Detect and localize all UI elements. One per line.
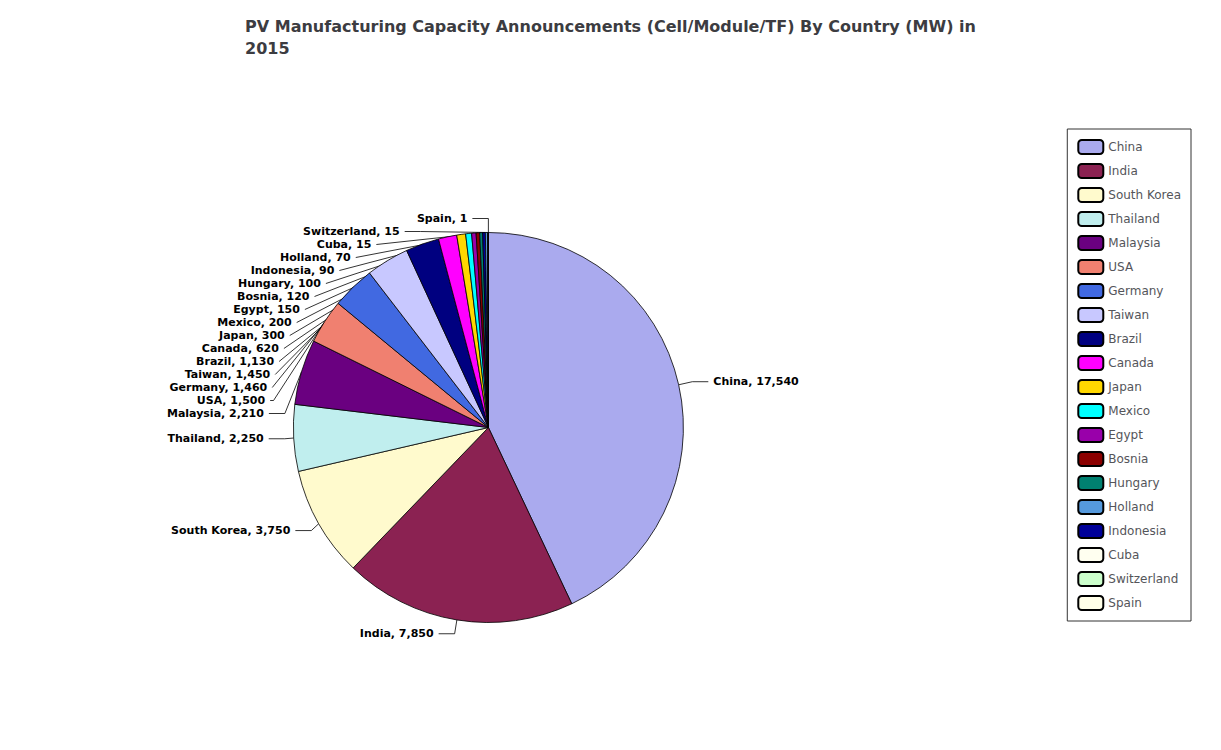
svg-text:PV Manufacturing Capacity Anno: PV Manufacturing Capacity Announcements … bbox=[245, 17, 976, 36]
svg-text:Cuba, 15: Cuba, 15 bbox=[317, 238, 372, 251]
svg-text:Malaysia, 2,210: Malaysia, 2,210 bbox=[167, 407, 264, 420]
svg-text:Hungary: Hungary bbox=[1108, 476, 1159, 490]
svg-text:India, 7,850: India, 7,850 bbox=[360, 627, 434, 640]
svg-text:South Korea, 3,750: South Korea, 3,750 bbox=[171, 524, 291, 537]
svg-text:South Korea: South Korea bbox=[1108, 188, 1181, 202]
svg-text:Japan: Japan bbox=[1107, 380, 1141, 394]
svg-text:2015: 2015 bbox=[245, 39, 290, 58]
svg-text:USA, 1,500: USA, 1,500 bbox=[197, 394, 266, 407]
svg-text:Bosnia: Bosnia bbox=[1108, 452, 1148, 466]
svg-text:China: China bbox=[1108, 140, 1142, 154]
svg-text:Thailand, 2,250: Thailand, 2,250 bbox=[167, 432, 264, 445]
svg-text:Holland, 70: Holland, 70 bbox=[280, 251, 351, 264]
svg-text:Malaysia: Malaysia bbox=[1108, 236, 1160, 250]
svg-text:India: India bbox=[1108, 164, 1137, 178]
svg-text:Brazil: Brazil bbox=[1108, 332, 1142, 346]
svg-text:Taiwan: Taiwan bbox=[1107, 308, 1149, 322]
svg-text:Taiwan, 1,450: Taiwan, 1,450 bbox=[185, 368, 271, 381]
svg-text:Thailand: Thailand bbox=[1107, 212, 1160, 226]
svg-text:Germany: Germany bbox=[1108, 284, 1163, 298]
svg-text:Spain, 1: Spain, 1 bbox=[417, 212, 467, 225]
svg-text:Egypt, 150: Egypt, 150 bbox=[233, 303, 300, 316]
svg-text:Indonesia: Indonesia bbox=[1108, 524, 1166, 538]
svg-text:Canada, 620: Canada, 620 bbox=[202, 342, 279, 355]
svg-text:Switzerland: Switzerland bbox=[1108, 572, 1178, 586]
svg-text:Japan, 300: Japan, 300 bbox=[218, 329, 285, 342]
svg-text:Holland: Holland bbox=[1108, 500, 1154, 514]
svg-text:Indonesia, 90: Indonesia, 90 bbox=[251, 264, 335, 277]
svg-text:Switzerland, 15: Switzerland, 15 bbox=[303, 225, 400, 238]
svg-text:Mexico, 200: Mexico, 200 bbox=[217, 316, 292, 329]
svg-text:Mexico: Mexico bbox=[1108, 404, 1150, 418]
svg-text:Cuba: Cuba bbox=[1108, 548, 1139, 562]
svg-text:Brazil, 1,130: Brazil, 1,130 bbox=[196, 355, 274, 368]
svg-text:Hungary, 100: Hungary, 100 bbox=[238, 277, 321, 290]
svg-text:USA: USA bbox=[1108, 260, 1134, 274]
svg-text:Bosnia, 120: Bosnia, 120 bbox=[237, 290, 310, 303]
svg-text:China, 17,540: China, 17,540 bbox=[713, 375, 799, 388]
svg-text:Spain: Spain bbox=[1108, 596, 1142, 610]
svg-text:Germany, 1,460: Germany, 1,460 bbox=[170, 381, 268, 394]
svg-text:Canada: Canada bbox=[1108, 356, 1154, 370]
svg-text:Egypt: Egypt bbox=[1108, 428, 1143, 442]
